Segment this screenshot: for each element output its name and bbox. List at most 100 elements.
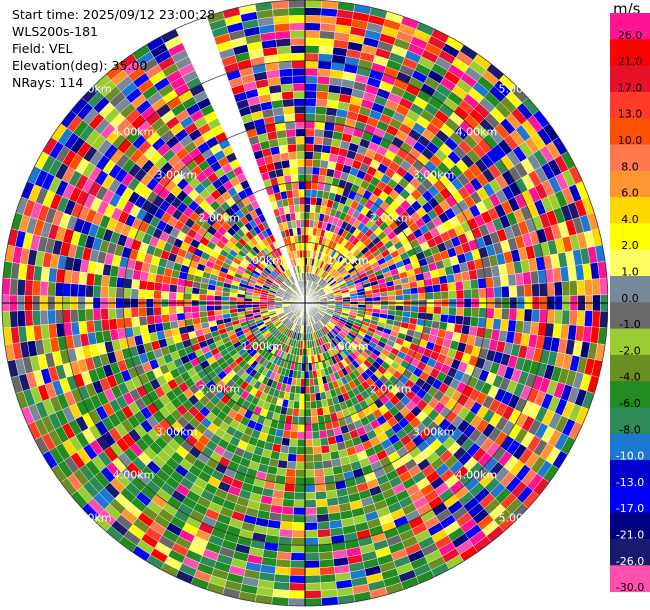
velocity-cell xyxy=(294,105,306,115)
velocity-cell xyxy=(304,491,316,501)
velocity-cell xyxy=(278,536,293,546)
velocity-cell xyxy=(295,128,306,137)
velocity-cell xyxy=(24,310,34,327)
velocity-cell xyxy=(291,181,299,191)
velocity-cell xyxy=(531,283,540,297)
velocity-cell xyxy=(47,309,57,325)
velocity-cell xyxy=(281,506,294,515)
velocity-cell xyxy=(304,438,314,448)
velocity-cell xyxy=(470,288,480,299)
velocity-cell xyxy=(272,588,290,599)
velocity-cell xyxy=(289,159,298,168)
range-ring-label: 3.00km xyxy=(156,426,198,439)
velocity-cell xyxy=(310,189,318,198)
velocity-cell xyxy=(501,308,510,321)
velocity-cell xyxy=(39,280,49,297)
velocity-cell xyxy=(508,285,518,298)
velocity-cell xyxy=(455,307,465,317)
velocity-cell xyxy=(304,537,319,546)
velocity-cell xyxy=(478,287,487,299)
range-ring-label: 3.00km xyxy=(413,426,455,439)
velocity-cell xyxy=(304,363,309,372)
velocity-cell xyxy=(293,507,306,516)
velocity-cell xyxy=(410,293,419,301)
velocity-cell xyxy=(277,137,288,147)
velocity-cell xyxy=(584,310,593,327)
velocity-cell xyxy=(294,113,306,122)
velocity-cell xyxy=(280,83,294,93)
velocity-cell xyxy=(319,167,328,177)
velocity-cell xyxy=(304,227,310,236)
range-ring-label: 4.00km xyxy=(113,126,155,139)
velocity-cell xyxy=(319,437,329,447)
velocity-cell xyxy=(146,315,156,325)
velocity-cell xyxy=(516,284,525,298)
velocity-cell xyxy=(300,370,306,379)
velocity-cell xyxy=(304,454,314,463)
range-ring-label: 5.00km xyxy=(70,511,112,524)
velocity-cell xyxy=(291,52,306,62)
velocity-cell xyxy=(286,460,297,470)
velocity-cell xyxy=(282,498,295,508)
range-ring-label: 4.00km xyxy=(456,126,498,139)
velocity-cell xyxy=(290,37,306,46)
velocity-cell xyxy=(304,105,316,115)
velocity-cell xyxy=(284,121,296,130)
velocity-cell xyxy=(395,305,404,312)
range-ring-label: 1.00km xyxy=(327,340,369,353)
velocity-cell xyxy=(293,499,306,508)
velocity-cell xyxy=(160,306,170,316)
velocity-cell xyxy=(317,60,332,70)
velocity-cell xyxy=(274,23,291,33)
velocity-cell xyxy=(285,468,296,478)
velocity-cell xyxy=(315,491,327,500)
velocity-cell xyxy=(294,393,301,402)
velocity-cell xyxy=(402,294,412,301)
velocity-cell xyxy=(463,289,472,299)
velocity-cell xyxy=(304,37,320,46)
velocity-cell xyxy=(281,91,294,100)
velocity-cell xyxy=(292,514,306,523)
velocity-cell xyxy=(319,38,335,48)
velocity-cell xyxy=(300,227,306,236)
velocity-cell xyxy=(115,287,124,299)
velocity-cell xyxy=(295,219,301,228)
velocity-cell xyxy=(298,408,306,417)
velocity-cell xyxy=(314,121,326,130)
velocity-cell xyxy=(288,582,306,591)
velocity-cell xyxy=(317,528,331,538)
velocity-cell xyxy=(315,106,327,115)
velocity-cell xyxy=(191,305,200,313)
velocity-cell xyxy=(320,7,338,18)
velocity-cell xyxy=(499,319,509,332)
velocity-cell xyxy=(304,469,315,478)
velocity-cell xyxy=(283,106,295,115)
velocity-cell xyxy=(304,393,311,402)
velocity-cell xyxy=(162,321,172,331)
velocity-cell xyxy=(529,270,540,285)
velocity-cell xyxy=(183,292,192,301)
velocity-cell xyxy=(278,452,289,462)
colorbar-tick-label: -30.0 xyxy=(616,581,644,594)
velocity-cell xyxy=(32,280,41,296)
range-ring-label: 5.00km xyxy=(498,83,540,96)
velocity-cell xyxy=(431,276,441,286)
velocity-cell xyxy=(236,304,245,309)
velocity-cell xyxy=(387,295,397,301)
velocity-cell xyxy=(380,295,389,302)
velocity-cell xyxy=(313,136,324,146)
velocity-cell xyxy=(316,91,329,100)
velocity-cell xyxy=(288,597,306,607)
velocity-cell xyxy=(289,22,306,31)
velocity-cell xyxy=(107,308,117,320)
velocity-cell xyxy=(295,136,306,145)
velocity-cell xyxy=(54,309,64,324)
velocity-cell xyxy=(296,143,306,152)
velocity-cell xyxy=(294,491,306,501)
range-ring-label: 4.00km xyxy=(113,468,155,481)
velocity-cell xyxy=(470,307,480,318)
velocity-cell xyxy=(432,313,442,322)
velocity-cell xyxy=(115,307,124,319)
velocity-cell xyxy=(293,196,300,206)
velocity-cell xyxy=(296,227,302,236)
